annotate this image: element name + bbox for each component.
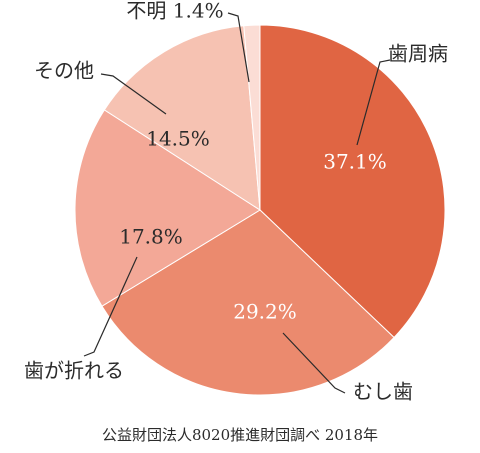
pie-slice [74, 109, 261, 307]
category-label: むし歯 [353, 380, 413, 404]
category-label: 歯が折れる [24, 359, 124, 383]
source-note: 公益財団法人8020推進財団調べ 2018年 [101, 426, 379, 444]
leader-line [100, 73, 167, 115]
leader-line [356, 59, 391, 146]
slice-value-label: 17.8% [119, 225, 183, 249]
leader-line [83, 256, 138, 357]
category-label: 歯周病 [388, 42, 448, 66]
category-label: 不明 1.4% [126, 0, 223, 23]
pie-slice [103, 25, 261, 211]
slice-value-label: 37.1% [323, 150, 387, 174]
slice-value-label: 29.2% [233, 300, 297, 324]
leader-line [227, 12, 250, 83]
pie-slice [259, 24, 446, 339]
pie-slice [101, 209, 395, 396]
leader-line [282, 332, 346, 394]
category-label: その他 [34, 59, 94, 83]
slice-value-label: 14.5% [146, 127, 210, 151]
